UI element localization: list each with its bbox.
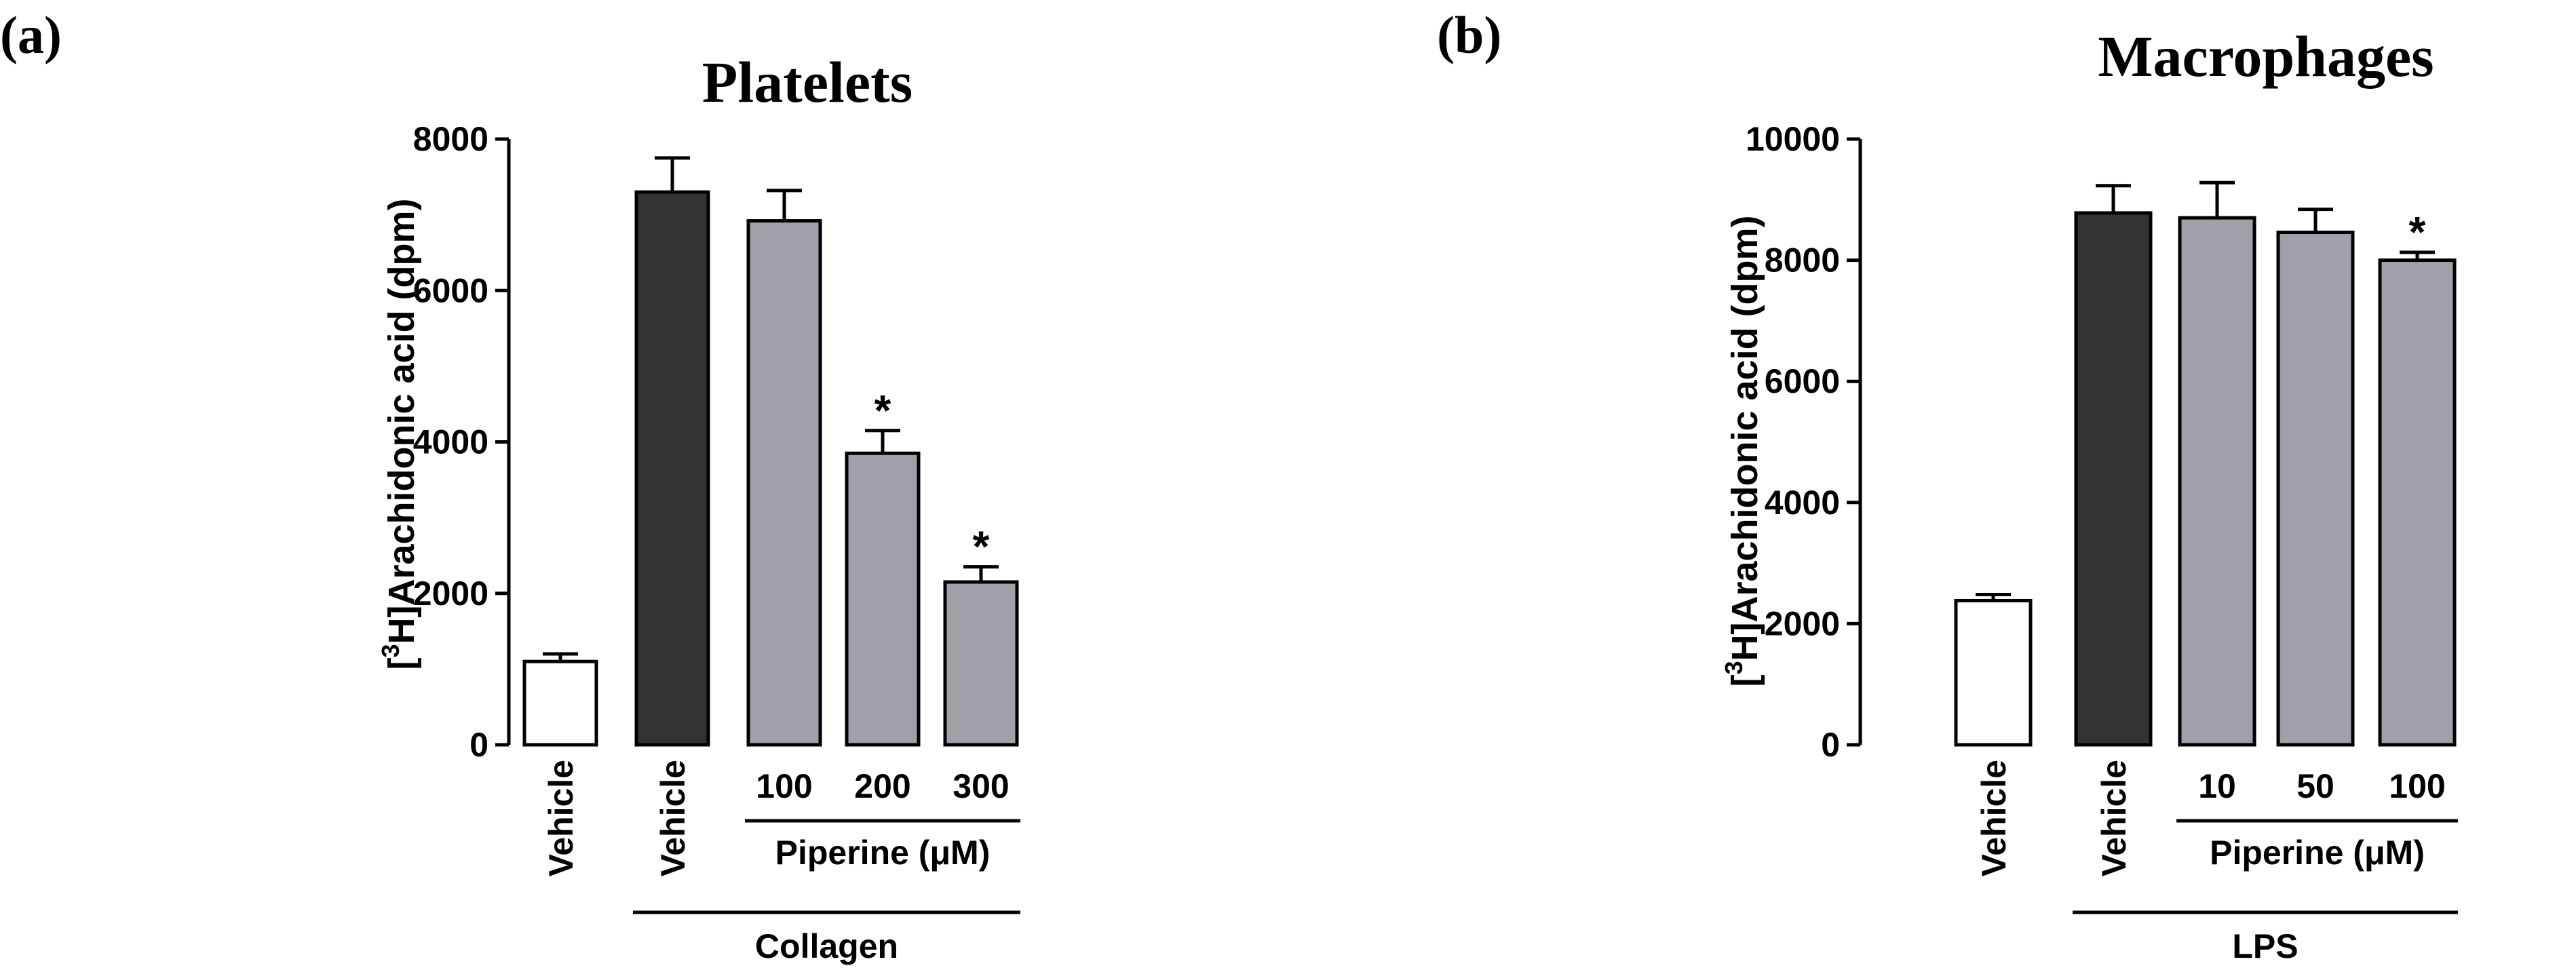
- y-tick-label: 4000: [1765, 484, 1840, 522]
- category-label: Vehicle: [1975, 760, 2013, 876]
- category-label: Vehicle: [654, 760, 692, 876]
- group-label: Piperine (μM): [2210, 834, 2425, 872]
- group-label: Piperine (μM): [775, 834, 991, 872]
- bar: [746, 219, 822, 747]
- panel-a-ylabel-sup: 3: [377, 644, 404, 658]
- panel-a-ylabel-prefix: [: [381, 658, 422, 670]
- group-label: LPS: [2232, 927, 2298, 965]
- panel-a-platelets: (a) Platelets [3H]Arachidonic acid (dpm)…: [0, 5, 1020, 965]
- y-tick-label: 6000: [413, 271, 488, 309]
- bar: [845, 451, 921, 747]
- category-label: Vehicle: [542, 760, 580, 876]
- significance-mark: *: [2409, 208, 2426, 256]
- y-tick-label: 4000: [413, 423, 488, 461]
- bar: [943, 580, 1019, 747]
- category-label: Vehicle: [2095, 760, 2133, 876]
- y-tick-label: 2000: [1765, 604, 1840, 642]
- panel-a-y-axis-label: [3H]Arachidonic acid (dpm): [377, 198, 422, 670]
- y-tick-label: 2000: [413, 575, 488, 613]
- bar: [2276, 231, 2355, 747]
- bar: [2178, 216, 2256, 747]
- bar: [522, 659, 598, 747]
- bar: [634, 190, 710, 747]
- panel-a-ylabel-suffix: H]Arachidonic acid (dpm): [381, 198, 422, 644]
- category-label: 200: [854, 767, 910, 805]
- panel-b-ylabel-suffix: H]Arachidonic acid (dpm): [1725, 215, 1765, 661]
- panel-b-ylabel-prefix: [: [1725, 675, 1765, 687]
- y-tick-label: 8000: [413, 120, 488, 158]
- significance-mark: *: [874, 386, 891, 435]
- panel-a-title: Platelets: [702, 50, 912, 115]
- panel-b-y-axis-label: [3H]Arachidonic acid (dpm): [1720, 215, 1765, 686]
- panel-b-ylabel-sup: 3: [1720, 661, 1748, 675]
- category-label: 50: [2296, 767, 2334, 805]
- y-tick-label: 6000: [1765, 362, 1840, 400]
- category-label: 100: [756, 767, 812, 805]
- group-label: Collagen: [755, 927, 898, 965]
- bar: [2074, 211, 2153, 747]
- y-tick-label: 0: [469, 726, 488, 764]
- bar: [2378, 258, 2457, 747]
- panel-b-title: Macrophages: [2098, 24, 2434, 89]
- category-label: 300: [953, 767, 1009, 805]
- y-tick-label: 8000: [1765, 241, 1840, 279]
- panel-a-letter: (a): [0, 5, 62, 64]
- panel-b-macrophages: (b) Macrophages [3H]Arachidonic acid (dp…: [1437, 5, 2458, 965]
- significance-mark: *: [973, 522, 990, 571]
- bar: [1954, 598, 2033, 747]
- category-label: 100: [2389, 767, 2445, 805]
- panel-b-letter: (b): [1437, 5, 1501, 64]
- y-tick-label: 10000: [1746, 120, 1840, 158]
- y-tick-label: 0: [1821, 726, 1840, 764]
- category-label: 10: [2198, 767, 2236, 805]
